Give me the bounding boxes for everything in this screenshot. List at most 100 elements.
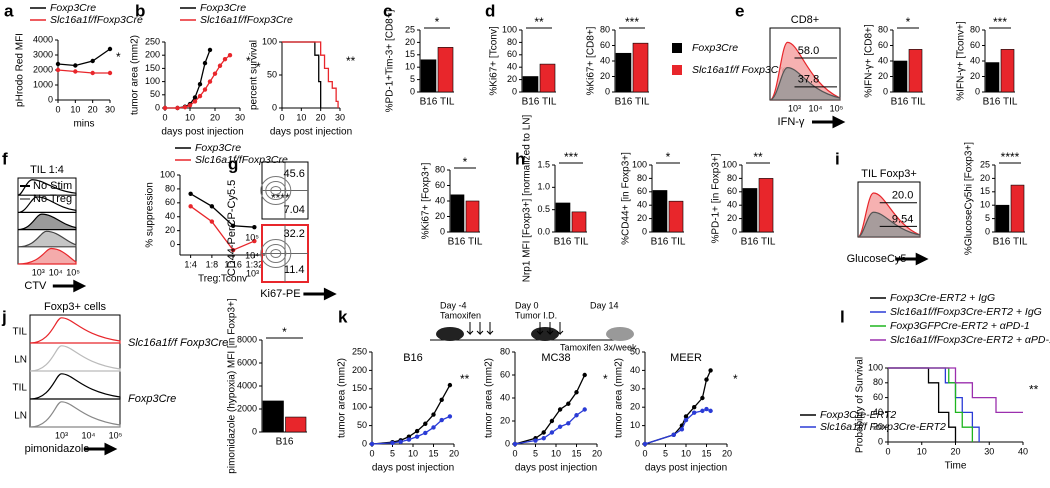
y-tick-label: 60 (878, 40, 888, 50)
gate-label: 7.04 (283, 204, 304, 216)
point (557, 424, 563, 429)
y-tick-label: 60 (873, 392, 883, 402)
point (439, 417, 444, 423)
bar (262, 400, 284, 433)
series-line (644, 370, 712, 445)
plot-title: Foxp3+ cells (44, 301, 107, 313)
arrow-down (536, 322, 544, 336)
y-tick-label: 10⁵ (245, 232, 259, 242)
y-axis-label: Probability of Survival (855, 357, 866, 453)
point (574, 390, 579, 395)
x-axis-label: mins (73, 119, 94, 130)
histogram (29, 345, 121, 372)
y-tick-label: 40 (165, 211, 175, 221)
y-axis-label: %Ki67+ [Tconv] (489, 26, 500, 95)
y-tick-label: 2000 (237, 403, 257, 413)
bar (450, 194, 465, 233)
y-axis-label: tumor area (mm2) (484, 358, 495, 438)
x-tick-label: 1:8 (206, 259, 219, 269)
x-axis-label: Treg:Tconv (198, 274, 247, 285)
y-tick-label: 40 (630, 365, 640, 375)
x-tick-label: 15 (701, 448, 711, 458)
schematic-label: Tumor I.D. (515, 310, 557, 320)
y-tick-label: 0 (505, 438, 510, 448)
point (566, 401, 571, 406)
point (423, 421, 428, 426)
histogram (17, 230, 77, 248)
x-tick-label: 10 (70, 104, 80, 114)
point (447, 414, 453, 419)
gate-label: 9.54 (892, 213, 913, 225)
survival-curve (888, 367, 1023, 414)
legend-label: Slc16a1f/fFoxp3Cre (195, 154, 288, 166)
point (439, 397, 444, 403)
contour (260, 176, 292, 205)
y-tick-label: 40 (873, 407, 883, 417)
point (431, 412, 436, 417)
panel-letter: j (1, 307, 7, 326)
bar (465, 200, 480, 233)
bar (539, 63, 556, 93)
point (512, 441, 518, 447)
x-tick-label: 10⁴ (82, 430, 96, 440)
x-tick-label: B16 TIL (522, 97, 557, 108)
point (423, 430, 428, 436)
point (700, 395, 705, 401)
x-tick-label: 15 (428, 448, 438, 458)
x-tick-label: 5 (390, 448, 395, 458)
plot-title: MEER (670, 352, 702, 364)
y-tick-label: 100 (145, 76, 160, 86)
y-tick-label: 20 (507, 74, 517, 84)
y-tick-label: 0 (440, 226, 445, 236)
plot-title: MC38 (541, 352, 570, 364)
track-label: TIL (13, 382, 28, 393)
annotation: *** (564, 150, 578, 164)
x-tick-label: 10 (185, 112, 195, 122)
x-tick-label: 20 (592, 448, 602, 458)
x-axis-label: days post injection (515, 463, 597, 474)
y-tick-label: 0 (252, 426, 257, 436)
x-tick-label: B16 TIL (891, 97, 926, 108)
y-tick-label: 0.0 (537, 226, 550, 236)
x-tick-label: 10³ (32, 267, 45, 277)
x-tick-label: 10³ (788, 103, 801, 113)
point (683, 417, 689, 423)
x-tick-label: 10⁴ (809, 103, 823, 113)
y-tick-label: 25 (405, 24, 415, 34)
bar (742, 188, 758, 233)
y-tick-label: 0 (878, 436, 883, 446)
annotation: * (435, 15, 440, 29)
arrow-down (486, 322, 494, 336)
x-tick-label: 0 (885, 446, 890, 456)
y-tick-label: 150 (145, 63, 160, 73)
y-axis-label: tumor area (mm2) (130, 35, 141, 115)
panel-letter: i (835, 149, 840, 168)
point (533, 438, 538, 443)
point (582, 407, 587, 412)
y-tick-label: 5 (985, 213, 990, 223)
legend-label: Foxp3GFPCre-ERT2 + αPD-1 (890, 320, 1030, 332)
bar (985, 62, 1000, 93)
x-tick-label: 10⁵ (66, 267, 80, 277)
y-tick-label: 0 (732, 226, 737, 236)
legend-label: Slc16a1f/f Foxp3Cre (692, 64, 788, 76)
y-tick-label: 0 (170, 239, 175, 249)
x-tick-label: 30 (235, 112, 245, 122)
point (369, 441, 375, 447)
point (192, 99, 198, 104)
y-tick-label: 0 (362, 438, 367, 448)
annotation: * (116, 50, 121, 64)
legend-label: Slc16a1f/f Foxp3Cre-ERT2 (820, 421, 946, 433)
point (431, 425, 436, 430)
bar (1000, 49, 1015, 93)
track-label: LN (14, 354, 27, 365)
point (692, 410, 697, 415)
point (197, 93, 203, 99)
y-tick-label: 5 (410, 74, 415, 84)
x-tick-label: 20 (88, 104, 98, 114)
y-axis-label: percent survival (249, 40, 260, 110)
bar (652, 190, 668, 233)
y-tick-label: 100 (262, 36, 277, 46)
y-tick-label: 3000 (33, 49, 53, 59)
point (55, 61, 61, 67)
